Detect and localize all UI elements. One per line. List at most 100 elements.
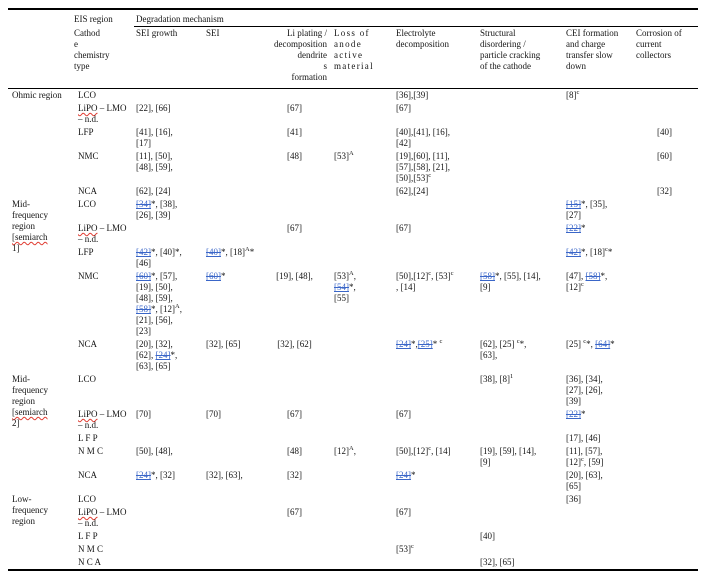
cell-corrosion: [634, 338, 698, 373]
cell-sei-growth: [70]: [136, 409, 151, 419]
reference-link[interactable]: [24]: [136, 470, 151, 480]
cell-structural: [478, 432, 564, 445]
table-row: N M C [50], [48], [48] [12]A, [50],[12]c, [1…: [8, 445, 698, 469]
cell-electrolyte: [24]*: [396, 470, 416, 480]
table-row: NMC [11], [50], [48], [59], [48] [53]A [19],[…: [8, 150, 698, 185]
cell-sei-growth: [134, 493, 204, 506]
cathode-type-label: LiPO – LMO – n.d.: [78, 103, 127, 124]
cell-li-plating: [48]: [287, 446, 302, 456]
footnote-marker: A: [349, 445, 354, 452]
mechanism-header-loss-anode: Loss of anode active material: [332, 26, 394, 89]
cell-corrosion: [634, 469, 698, 493]
cell-sei-growth: [134, 530, 204, 543]
cell-corrosion: [634, 373, 698, 408]
reference-link[interactable]: [58]: [136, 304, 151, 314]
cell-electrolyte: [67]: [396, 223, 411, 233]
footnote-marker: c: [428, 445, 432, 452]
misspelled-word: [semiarch: [12, 232, 48, 242]
cell-structural: [478, 126, 564, 150]
eis-region-label: Mid-frequency region [semiarch 2]: [12, 374, 48, 428]
cathode-type-label: LCO: [78, 199, 96, 209]
table-row: NMC [60]*, [57], [19], [50], [48], [59], [58…: [8, 270, 698, 338]
reference-link[interactable]: [25]: [417, 339, 433, 349]
cell-sei: [204, 506, 260, 530]
eis-region-label: Low-frequency region: [12, 494, 48, 526]
cell-cei: [8]c: [566, 89, 580, 100]
reference-link[interactable]: [22]: [566, 409, 581, 419]
eis-region-header: EIS region: [74, 14, 113, 24]
cell-cei: [564, 150, 634, 185]
cell-structural: [478, 102, 564, 126]
footnote-marker: A: [245, 246, 250, 253]
table-row: Mid-frequency region [semiarch 1] LCO [34]*, …: [8, 198, 698, 253]
empty-corner-cell: [8, 26, 72, 89]
table-row: Ohmic region LCO [36],[39] [8]c: [8, 89, 698, 103]
misspelled-word: LiPO: [78, 223, 98, 233]
reference-link[interactable]: [60]: [206, 271, 221, 281]
reference-link[interactable]: [24]: [396, 470, 411, 480]
cell-li-plating: [260, 198, 332, 222]
cell-sei: [70]: [206, 409, 221, 419]
cell-sei: [32], [65]: [206, 339, 241, 349]
footnote-marker: c: [450, 270, 454, 277]
cathode-type-label: L F P: [78, 531, 98, 541]
cell-corrosion: [634, 432, 698, 445]
cell-cei: [15]*, [35], [27]: [566, 199, 608, 220]
cathode-type-label: NMC: [78, 151, 99, 161]
cell-sei: [204, 150, 260, 185]
cell-structural: [478, 222, 564, 246]
reference-link[interactable]: [22]: [566, 223, 581, 233]
reference-link[interactable]: [58]: [480, 271, 495, 281]
cell-corrosion: [634, 408, 698, 432]
reference-link[interactable]: [24]: [155, 350, 171, 360]
cell-loss-anode: [332, 506, 394, 530]
cathode-type-label: N M C: [78, 544, 104, 554]
cell-electrolyte: [67]: [396, 103, 411, 113]
reference-link[interactable]: [54]: [334, 282, 349, 292]
cell-electrolyte: [394, 373, 478, 408]
reference-link[interactable]: [42]: [136, 247, 151, 257]
cell-electrolyte: [53]c: [396, 543, 414, 554]
cell-sei: [204, 556, 260, 570]
reference-link[interactable]: [42]: [566, 247, 581, 257]
cell-loss-anode: [332, 556, 394, 570]
cell-corrosion: [634, 222, 698, 246]
cell-li-plating: [260, 556, 332, 570]
cell-sei: [204, 185, 260, 198]
cell-structural: [478, 198, 564, 222]
table-header: EIS region Degradation mechanism Cathod e ch…: [8, 9, 699, 89]
cell-loss-anode: [53]A: [334, 150, 354, 161]
reference-link[interactable]: [40]: [206, 247, 221, 257]
mechanism-header-sei: SEI: [204, 26, 260, 89]
cell-sei-growth: [34]*, [38], [26], [39]: [136, 199, 178, 220]
cell-cei: [47], [58]*, [12]c: [566, 271, 608, 292]
cell-cei: [564, 185, 634, 198]
cell-loss-anode: [332, 338, 394, 373]
cell-structural: [62], [25] c*, [63],: [480, 338, 527, 360]
reference-link[interactable]: [60]: [136, 271, 151, 281]
misspelled-word: LiPO: [78, 507, 98, 517]
reference-link[interactable]: [64]: [595, 339, 611, 349]
cell-li-plating: [260, 530, 332, 543]
reference-link[interactable]: [58]: [585, 271, 601, 281]
footnote-marker: A: [175, 303, 180, 310]
table-row: LiPO – LMO – n.d. [67] [67] [22]*: [8, 222, 698, 246]
reference-link[interactable]: [24]: [396, 339, 411, 349]
reference-link[interactable]: [34]: [136, 199, 151, 209]
cell-corrosion: [634, 89, 698, 103]
cell-sei-growth: [134, 506, 204, 530]
cell-sei: [204, 530, 260, 543]
cell-li-plating: [260, 373, 332, 408]
cell-electrolyte: [394, 432, 478, 445]
cathode-type-label: LCO: [78, 494, 96, 504]
cell-sei: [204, 198, 260, 222]
cell-cei: [564, 102, 634, 126]
reference-link[interactable]: [15]: [566, 199, 581, 209]
table-row: L F P [40]: [8, 530, 698, 543]
cell-sei: [204, 493, 260, 506]
cell-electrolyte: [36],[39]: [396, 90, 429, 100]
cell-loss-anode: [332, 408, 394, 432]
cell-structural: [478, 543, 564, 556]
cell-cei: [36], [34], [27], [26], [39]: [566, 374, 603, 406]
cathode-type-label: LiPO – LMO – n.d.: [78, 409, 127, 430]
